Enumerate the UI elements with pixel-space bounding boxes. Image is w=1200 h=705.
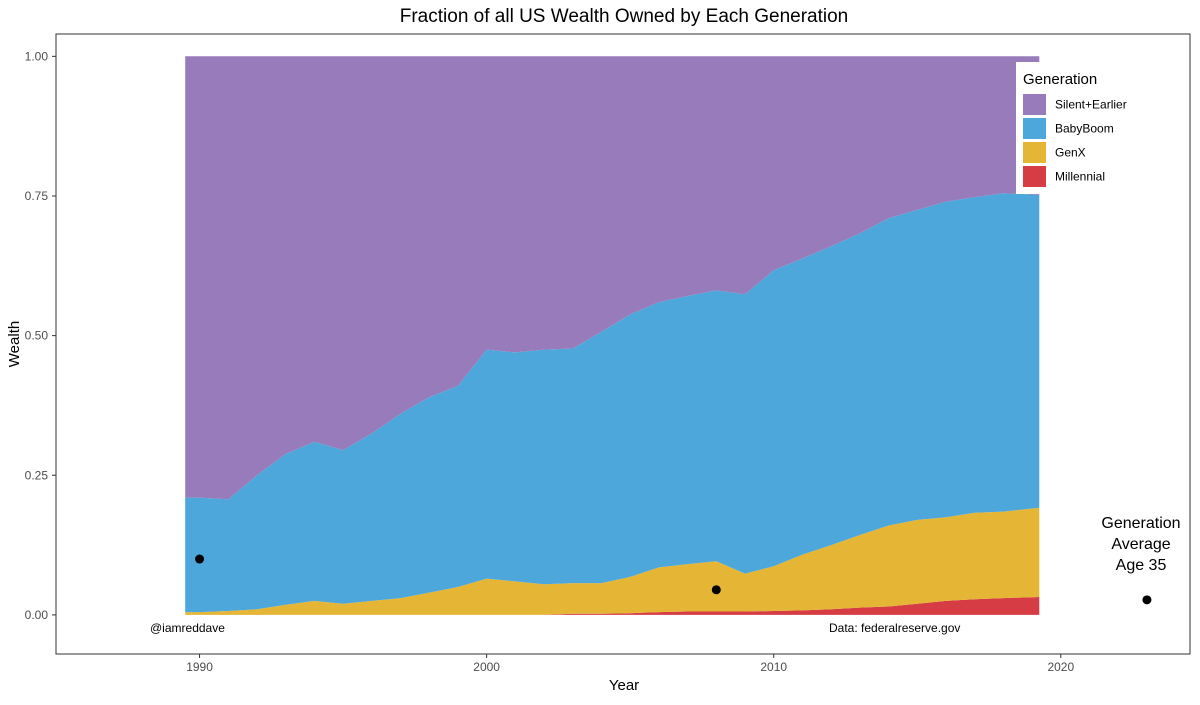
area-silent-earlier bbox=[185, 56, 1040, 500]
age-35-points bbox=[195, 554, 1152, 605]
legend-label-millennial: Millennial bbox=[1055, 170, 1105, 184]
point-label-text: Generation Average Age 35 bbox=[1101, 515, 1180, 574]
legend-title: Generation bbox=[1023, 71, 1097, 88]
x-axis-label: Year bbox=[609, 677, 639, 694]
y-axis: 0.00 0.25 0.50 0.75 1.00 bbox=[25, 49, 56, 622]
x-tick-label: 2010 bbox=[760, 660, 787, 674]
legend-label-babyboom: BabyBoom bbox=[1055, 122, 1114, 136]
chart-title: Fraction of all US Wealth Owned by Each … bbox=[400, 6, 849, 27]
area-genx bbox=[185, 507, 1040, 615]
x-tick-label: 2020 bbox=[1047, 660, 1074, 674]
y-tick-label: 0.75 bbox=[25, 189, 49, 203]
y-axis-label: Wealth bbox=[6, 321, 23, 367]
legend: Generation Silent+Earlier BabyBoom GenX Mill… bbox=[1016, 62, 1146, 194]
y-tick-label: 0.00 bbox=[25, 608, 49, 622]
legend-key-genx bbox=[1023, 142, 1046, 163]
area-millennial bbox=[185, 597, 1040, 615]
legend-key-millennial bbox=[1023, 166, 1046, 187]
x-tick-label: 2000 bbox=[473, 660, 500, 674]
legend-label-silent-earlier: Silent+Earlier bbox=[1055, 98, 1127, 112]
plot-panel-border bbox=[55, 33, 1191, 655]
point-silent-earlier bbox=[195, 554, 205, 564]
legend-key-silent-earlier bbox=[1023, 94, 1046, 115]
source-annotation: Data: federalreserve.gov bbox=[829, 621, 960, 635]
stacked-areas bbox=[185, 56, 1040, 615]
x-axis: 1990 2000 2010 2020 bbox=[186, 654, 1074, 674]
point-genx bbox=[1142, 595, 1152, 605]
x-tick-label: 1990 bbox=[186, 660, 213, 674]
y-tick-label: 1.00 bbox=[25, 49, 49, 63]
y-tick-label: 0.25 bbox=[25, 468, 49, 482]
credit-annotation: @iamreddave bbox=[150, 621, 225, 635]
area-babyboom bbox=[185, 193, 1040, 613]
y-tick-label: 0.50 bbox=[25, 329, 49, 343]
legend-label-genx: GenX bbox=[1055, 146, 1086, 160]
legend-key-babyboom bbox=[1023, 118, 1046, 139]
point-label: Generation Average Age 35 bbox=[1101, 515, 1180, 574]
point-babyboom bbox=[711, 585, 721, 595]
